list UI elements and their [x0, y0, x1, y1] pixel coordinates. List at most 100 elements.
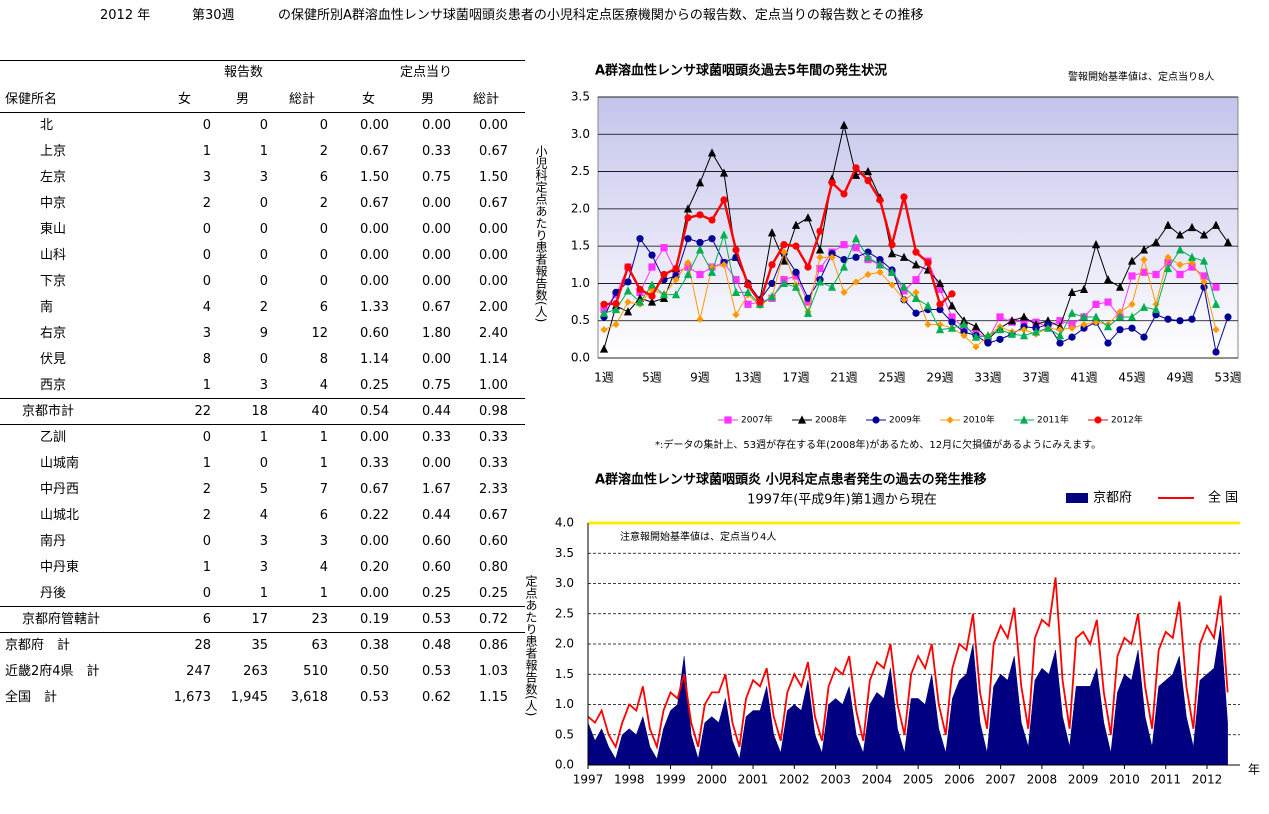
legend-marker [872, 416, 880, 424]
marker [1175, 245, 1185, 254]
table-cell: 1.67 [422, 482, 451, 497]
y-tick-label: 1.5 [555, 667, 574, 681]
table-cell: 2 [319, 144, 328, 159]
marker [815, 277, 825, 286]
table-cell: 0 [259, 456, 268, 471]
marker [635, 297, 645, 306]
table-cell: 3 [259, 378, 268, 393]
table-cell: 0 [202, 586, 211, 601]
legend-label: 京都府 [1093, 491, 1132, 506]
marker [1103, 275, 1113, 284]
table-cell: 6 [319, 300, 328, 315]
y-tick-label: 0.5 [555, 727, 574, 741]
table-cell: 8 [202, 352, 211, 367]
table-cell: 2 [202, 196, 211, 211]
table-cell: 0.00 [422, 456, 451, 471]
marker [659, 290, 669, 299]
group-header: 定点当り [400, 65, 453, 80]
marker [936, 305, 944, 314]
marker [1104, 339, 1112, 347]
row-name: 南丹 [40, 534, 67, 549]
table-cell: 2 [319, 196, 328, 211]
column-header: 総計 [289, 92, 316, 107]
legend-marker [946, 416, 954, 424]
table-cell: 3 [259, 170, 268, 185]
table-cell: 17 [251, 612, 268, 627]
marker [971, 332, 981, 341]
marker [1164, 253, 1172, 261]
table-cell: 0.44 [422, 508, 451, 523]
x-tick-label: 29週 [926, 371, 953, 385]
marker [804, 298, 812, 306]
marker [767, 228, 777, 237]
x-tick-label: 2005 [903, 773, 934, 787]
marker [1127, 312, 1137, 321]
marker [636, 235, 644, 243]
marker [960, 328, 968, 336]
table-cell: 0.00 [360, 586, 389, 601]
marker [875, 260, 885, 269]
marker [996, 335, 1004, 343]
table-cell: 1.14 [479, 352, 508, 367]
row-name: 近畿2府4県 計 [5, 664, 100, 679]
table-cell: 0.00 [360, 430, 389, 445]
marker [1199, 256, 1209, 265]
x-tick-label: 33週 [974, 371, 1001, 385]
table-cell: 4 [259, 508, 268, 523]
legend-label: 2007年 [741, 414, 773, 426]
table-cell: 0 [259, 352, 268, 367]
marker [1188, 315, 1196, 323]
row-name: 乙訓 [40, 430, 67, 445]
table-cell: 0.00 [422, 118, 451, 133]
table-cell: 0.67 [360, 196, 389, 211]
header-year: 2012 年 [100, 8, 151, 23]
table-cell: 1 [259, 586, 268, 601]
marker [840, 190, 848, 198]
table-cell: 0 [202, 430, 211, 445]
y-tick-label: 0.5 [571, 313, 590, 327]
marker [1020, 326, 1028, 334]
marker [744, 300, 752, 308]
marker [923, 301, 933, 310]
marker [887, 249, 897, 258]
y-tick-label: 2.0 [571, 201, 590, 215]
row-name: 中丹西 [40, 482, 80, 497]
marker [1152, 300, 1160, 308]
marker [743, 287, 753, 296]
marker [864, 270, 872, 279]
marker [972, 343, 980, 351]
y-tick-label: 0.0 [555, 758, 574, 772]
row-name: 南 [40, 300, 54, 315]
marker [1055, 331, 1065, 340]
series: 2007年 [600, 241, 1220, 426]
y-tick-label: 2.5 [571, 164, 590, 178]
column-header: 男 [421, 92, 435, 107]
marker [1115, 282, 1125, 291]
marker [1007, 316, 1017, 325]
x-tick-label: 2000 [697, 773, 728, 787]
table-cell: 3 [202, 326, 211, 341]
x-tick-label: 5週 [642, 371, 662, 385]
marker [899, 282, 909, 291]
table-cell: 0 [319, 118, 328, 133]
marker [792, 242, 800, 250]
marker [779, 278, 789, 288]
marker [1211, 220, 1221, 229]
marker [912, 309, 920, 317]
marker [1056, 326, 1064, 334]
marker [1151, 304, 1161, 314]
marker [732, 246, 740, 254]
y-tick-label: 4.0 [555, 516, 574, 530]
legend-marker [1019, 415, 1029, 424]
marker [840, 241, 848, 249]
table-cell: 0.00 [422, 248, 451, 263]
rule [0, 606, 525, 607]
series-line [603, 250, 1217, 348]
marker [852, 253, 860, 261]
marker [672, 276, 680, 284]
x-tick-label: 2009 [1068, 773, 1099, 787]
y-tick-label: 3.5 [555, 546, 574, 560]
row-name: 東山 [40, 222, 67, 237]
table-cell: 0.00 [479, 118, 508, 133]
